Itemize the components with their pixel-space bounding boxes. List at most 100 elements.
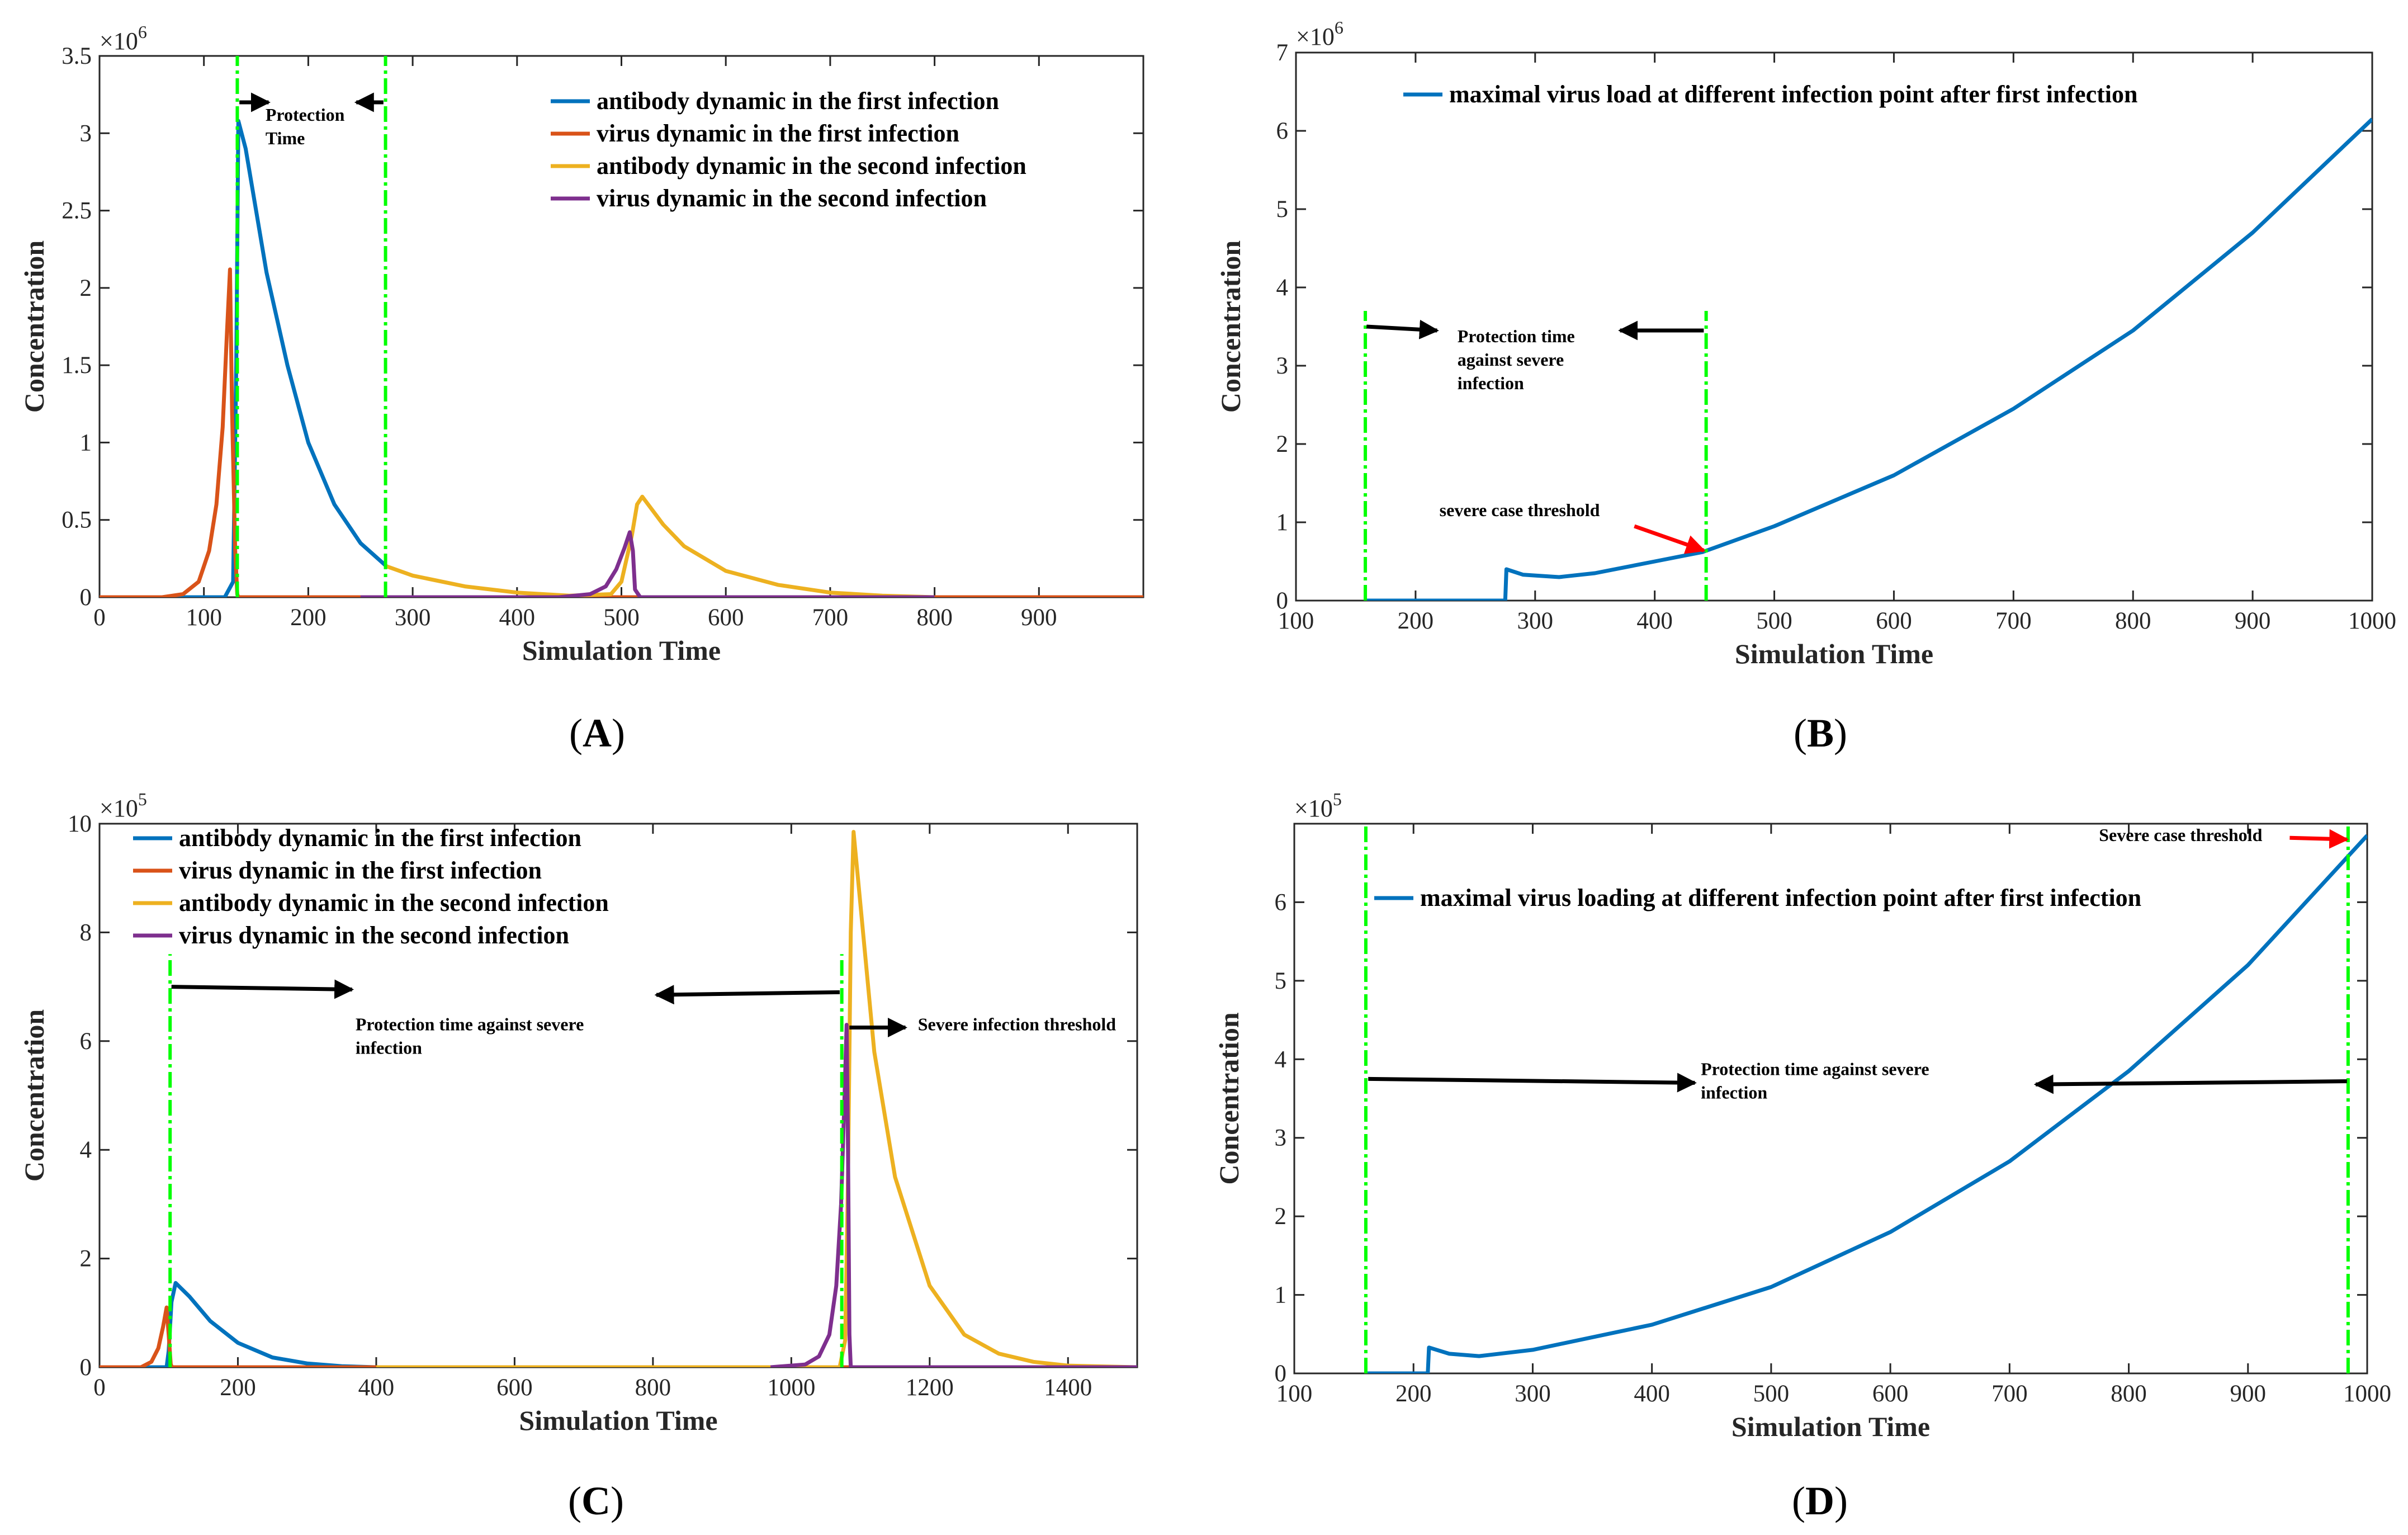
y-tick-label: 2 [80, 275, 92, 301]
annotation-text: Severe case threshold [2099, 825, 2262, 845]
x-tick-label: 200 [1395, 1381, 1432, 1407]
x-axis-label: Simulation Time [1732, 1411, 1930, 1442]
y-tick-label: 3.5 [61, 43, 92, 69]
axis-exponent: ×105 [1294, 789, 1342, 822]
panel-letter: C [581, 1479, 611, 1523]
annotation-text: Protection time against severe infection [1701, 1059, 1929, 1102]
y-tick-label: 2 [1275, 1203, 1287, 1230]
exponent-base: ×10 [1294, 795, 1333, 822]
protection-arrow [1366, 319, 1439, 339]
panel-label: (C) [568, 1479, 624, 1523]
x-tick-label: 200 [1398, 608, 1434, 634]
y-tick-label: 0 [1275, 1361, 1287, 1387]
x-tick-label: 400 [1636, 608, 1673, 634]
x-tick-label: 800 [2111, 1381, 2147, 1407]
annotation-text: Protection time against severe infection [356, 1014, 584, 1057]
y-tick-label: 10 [68, 811, 92, 837]
annotation-text: Protection Time [266, 105, 345, 148]
panel-paren-close: ) [611, 1479, 624, 1523]
exponent-power: 5 [138, 789, 147, 809]
series-line-1 [100, 119, 388, 597]
y-tick-label: 4 [1276, 275, 1289, 301]
axis-exponent: ×105 [100, 789, 147, 822]
axis-exponent: ×106 [1296, 17, 1343, 50]
y-tick-label: 5 [1276, 196, 1289, 223]
annotation-line: Protection time against severe [1701, 1059, 1929, 1079]
legend-entry-4: virus dynamic in the second infection [179, 922, 569, 949]
y-tick-label: 6 [1275, 889, 1287, 915]
y-tick-label: 1.5 [61, 352, 92, 379]
x-axis-label: Simulation Time [519, 1405, 717, 1436]
series-line-1 [1365, 117, 2372, 601]
annotation-text: Severe infection threshold [918, 1014, 1117, 1034]
x-tick-label: 400 [1634, 1381, 1670, 1407]
panel-letter: A [583, 711, 612, 755]
legend-entry-1: antibody dynamic in the first infection [179, 824, 581, 852]
panel-label: (D) [1792, 1479, 1848, 1523]
y-tick-label: 8 [80, 919, 92, 946]
y-tick-label: 2 [80, 1246, 92, 1272]
threshold-arrow [2289, 829, 2349, 849]
x-tick-label: 600 [708, 604, 744, 631]
annotation-line: infection [1458, 373, 1524, 393]
axis-exponent: ×106 [100, 22, 147, 55]
x-tick-label: 100 [1276, 1381, 1313, 1407]
y-tick-label: 2.5 [61, 198, 92, 224]
y-tick-label: 0.5 [61, 507, 92, 533]
x-tick-label: 600 [1872, 1381, 1909, 1407]
panel-paren-close: ) [1834, 711, 1847, 755]
y-tick-label: 1 [1276, 509, 1289, 536]
panel-paren-close: ) [1834, 1479, 1848, 1523]
y-axis-label: Concentration [18, 240, 50, 413]
exponent-power: 6 [1335, 17, 1343, 37]
x-tick-label: 200 [220, 1375, 256, 1401]
legend-entry-1: maximal virus load at different infectio… [1449, 81, 2137, 108]
x-tick-label: 400 [499, 604, 536, 631]
legend-entry-1: antibody dynamic in the first infection [597, 87, 999, 115]
panel-C: 0 200 400 600 800 1000 1200 1400 0 2 4 6 8 10 ×105 Simu… [18, 789, 1138, 1523]
x-tick-label: 700 [812, 604, 849, 631]
legend-entry-1: maximal virus loading at different infec… [1420, 884, 2141, 911]
legend-entry-2: virus dynamic in the first infection [597, 120, 959, 147]
y-tick-label: 4 [1275, 1046, 1287, 1073]
x-tick-label: 700 [1995, 608, 2032, 634]
exponent-power: 6 [138, 22, 147, 42]
protection-arrow [654, 985, 840, 1005]
x-tick-label: 700 [1991, 1381, 2028, 1407]
annotation-line: Protection time [1458, 326, 1575, 346]
x-tick-label: 100 [186, 604, 222, 631]
x-tick-label: 900 [2235, 608, 2271, 634]
panel-A: 0 100 200 300 400 500 600 700 800 900 0 0.5 1 1.5 2 2.5… [18, 22, 1144, 755]
y-tick-label: 2 [1276, 431, 1289, 457]
x-tick-label: 1200 [906, 1375, 954, 1401]
annotation-line: severe case threshold [1440, 500, 1600, 520]
x-tick-label: 800 [2115, 608, 2151, 634]
series-line-3 [386, 494, 935, 597]
panel-letter: B [1807, 711, 1834, 755]
x-tick-label: 400 [358, 1375, 395, 1401]
plot-area [1293, 823, 2368, 1375]
plot-area [98, 823, 1138, 1368]
y-tick-label: 7 [1276, 40, 1289, 66]
y-axis-label: Concentration [18, 1009, 50, 1182]
y-tick-label: 6 [1276, 118, 1289, 144]
annotation-line: infection [1701, 1082, 1767, 1102]
protection-arrow [2033, 1074, 2347, 1094]
annotation-line: Time [266, 128, 305, 148]
y-tick-label: 0 [80, 584, 92, 611]
y-tick-label: 3 [80, 120, 92, 147]
x-tick-label: 0 [93, 1375, 106, 1401]
annotation-line: against severe [1458, 349, 1564, 370]
panel-paren-open: ( [569, 711, 583, 755]
exponent-base: ×10 [1296, 23, 1335, 50]
exponent-base: ×10 [100, 27, 138, 55]
x-tick-label: 1000 [2343, 1381, 2391, 1407]
legend-entry-4: virus dynamic in the second infection [597, 185, 987, 212]
x-tick-label: 500 [603, 604, 640, 631]
legend-entry-3: antibody dynamic in the second infection [597, 152, 1026, 180]
series-line-4 [360, 530, 935, 597]
x-tick-label: 500 [1756, 608, 1792, 634]
y-axis-label: Concentration [1215, 240, 1246, 413]
x-tick-label: 900 [2230, 1381, 2267, 1407]
